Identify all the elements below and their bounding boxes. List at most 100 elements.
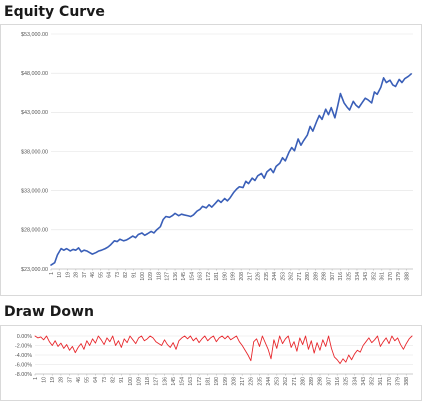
equity-x-tick-label: 136	[173, 272, 179, 281]
equity-y-tick-label: $43,000.00	[21, 110, 48, 116]
drawdown-x-tick-label: 244	[266, 377, 272, 386]
equity-x-tick-label: 73	[115, 272, 121, 278]
drawdown-x-tick-label: 316	[335, 377, 341, 386]
drawdown-x-tick-label: 361	[378, 377, 384, 386]
drawdown-x-tick-label: 46	[76, 377, 82, 383]
equity-x-tick-label: 271	[297, 272, 303, 281]
drawdown-x-tick-label: 217	[240, 377, 246, 386]
equity-x-tick-label: 244	[272, 272, 278, 281]
equity-x-tick-label: 181	[214, 272, 220, 281]
equity-y-tick-label: $28,000.00	[21, 228, 48, 234]
equity-y-tick-label: $23,000.00	[21, 267, 48, 273]
drawdown-x-tick-label: 73	[102, 377, 108, 383]
equity-x-tick-label: 19	[65, 272, 71, 278]
drawdown-x-tick-label: 370	[387, 377, 393, 386]
drawdown-y-tick-label: -2.00%	[15, 343, 32, 349]
equity-x-tick-label: 127	[165, 272, 171, 281]
drawdown-x-tick-label: 271	[292, 377, 298, 386]
equity-x-tick-label: 361	[380, 272, 386, 281]
equity-x-tick-label: 343	[363, 272, 369, 281]
drawdown-x-tick-label: 19	[50, 377, 56, 383]
drawdown-chart-container: 0.00% -2.00% -4.00% -6.00% -8.00% 1 10 19 28 37 46…	[0, 325, 422, 401]
drawdown-y-tick-label: 0.00%	[17, 334, 32, 340]
equity-x-tick-label: 1	[49, 272, 55, 275]
equity-x-tick-label: 253	[280, 272, 286, 281]
equity-x-tick-label: 163	[198, 272, 204, 281]
drawdown-x-tick-label: 109	[136, 377, 142, 386]
equity-x-tick-label: 172	[206, 272, 212, 281]
drawdown-y-tick-label: -6.00%	[15, 362, 32, 368]
drawdown-chart-title: Draw Down	[4, 304, 94, 320]
drawdown-x-tick-label: 163	[188, 377, 194, 386]
drawdown-x-tick-label: 199	[223, 377, 229, 386]
drawdown-x-tick-label: 55	[85, 377, 91, 383]
drawdown-y-tick-label: -8.00%	[15, 372, 32, 378]
equity-x-tick-label: 217	[247, 272, 253, 281]
equity-y-tick-label: $38,000.00	[21, 149, 48, 155]
equity-series-line	[50, 73, 412, 266]
drawdown-x-tick-label: 307	[326, 377, 332, 386]
equity-x-tick-label: 235	[264, 272, 270, 281]
drawdown-x-tick-label: 334	[352, 377, 358, 386]
equity-y-tick-label: $48,000.00	[21, 71, 48, 77]
drawdown-x-tick-label: 352	[370, 377, 376, 386]
drawdown-x-tick-label: 208	[231, 377, 237, 386]
equity-x-tick-label: 298	[322, 272, 328, 281]
equity-x-tick-label: 226	[256, 272, 262, 281]
equity-y-tick-label: $53,000.00	[21, 32, 48, 38]
drawdown-x-tick-label: 262	[283, 377, 289, 386]
drawdown-x-tick-label: 145	[171, 377, 177, 386]
equity-x-tick-label: 37	[82, 272, 88, 278]
drawdown-x-tick-label: 181	[205, 377, 211, 386]
drawdown-x-tick-label: 127	[154, 377, 160, 386]
equity-chart: $23,000.00 $28,000.00 $33,000.00 $38,000.00…	[21, 32, 413, 281]
equity-x-tick-label: 289	[313, 272, 319, 281]
equity-x-tick-label: 352	[371, 272, 377, 281]
drawdown-x-tick-label: 1	[33, 377, 39, 380]
equity-x-tick-label: 379	[396, 272, 402, 281]
drawdown-x-tick-label: 226	[249, 377, 255, 386]
drawdown-x-tick-label: 118	[145, 377, 151, 385]
equity-x-tick-label: 100	[140, 272, 146, 281]
equity-x-tick-label: 280	[305, 272, 311, 281]
drawdown-x-tick-label: 64	[93, 377, 99, 383]
equity-y-tick-label: $33,000.00	[21, 188, 48, 194]
drawdown-x-tick-label: 136	[162, 377, 168, 386]
equity-x-tick-label: 28	[74, 272, 80, 278]
drawdown-chart: 0.00% -2.00% -4.00% -6.00% -8.00%1 10 19 28 37 46…	[15, 334, 413, 386]
drawdown-x-tick-label: 280	[300, 377, 306, 386]
equity-x-tick-label: 154	[189, 272, 195, 281]
drawdown-x-tick-label: 289	[309, 377, 315, 386]
equity-chart-title: Equity Curve	[4, 4, 105, 20]
drawdown-x-tick-label: 379	[395, 377, 401, 386]
equity-x-tick-label: 388	[404, 272, 410, 281]
equity-x-tick-label: 370	[388, 272, 394, 281]
drawdown-x-tick-label: 388	[404, 377, 410, 386]
drawdown-x-tick-label: 100	[128, 377, 134, 386]
equity-x-tick-label: 109	[148, 272, 154, 281]
drawdown-x-tick-label: 172	[197, 377, 203, 386]
drawdown-x-tick-label: 190	[214, 377, 220, 386]
equity-chart-container: $23,000.00 $28,000.00 $33,000.00 $38,000.00…	[0, 24, 422, 296]
equity-x-tick-label: 64	[107, 272, 113, 278]
drawdown-x-tick-label: 82	[111, 377, 117, 383]
equity-x-tick-label: 145	[181, 272, 187, 281]
drawdown-x-tick-label: 10	[41, 377, 47, 383]
equity-x-tick-label: 316	[338, 272, 344, 281]
equity-x-tick-label: 10	[57, 272, 63, 278]
drawdown-x-tick-label: 154	[180, 377, 186, 386]
equity-x-tick-label: 334	[355, 272, 361, 281]
equity-x-tick-label: 82	[123, 272, 129, 278]
equity-x-tick-label: 91	[131, 272, 137, 278]
drawdown-x-tick-label: 37	[67, 377, 73, 383]
equity-x-tick-label: 190	[222, 272, 228, 281]
equity-x-tick-label: 46	[90, 272, 96, 278]
drawdown-x-tick-label: 325	[344, 377, 350, 386]
drawdown-y-tick-label: -4.00%	[15, 353, 32, 359]
drawdown-x-tick-label: 28	[59, 377, 65, 383]
drawdown-x-tick-label: 235	[257, 377, 263, 386]
drawdown-x-tick-label: 343	[361, 377, 367, 386]
equity-x-tick-label: 262	[289, 272, 295, 281]
equity-x-tick-label: 199	[231, 272, 237, 281]
equity-x-tick-label: 118	[156, 272, 162, 280]
